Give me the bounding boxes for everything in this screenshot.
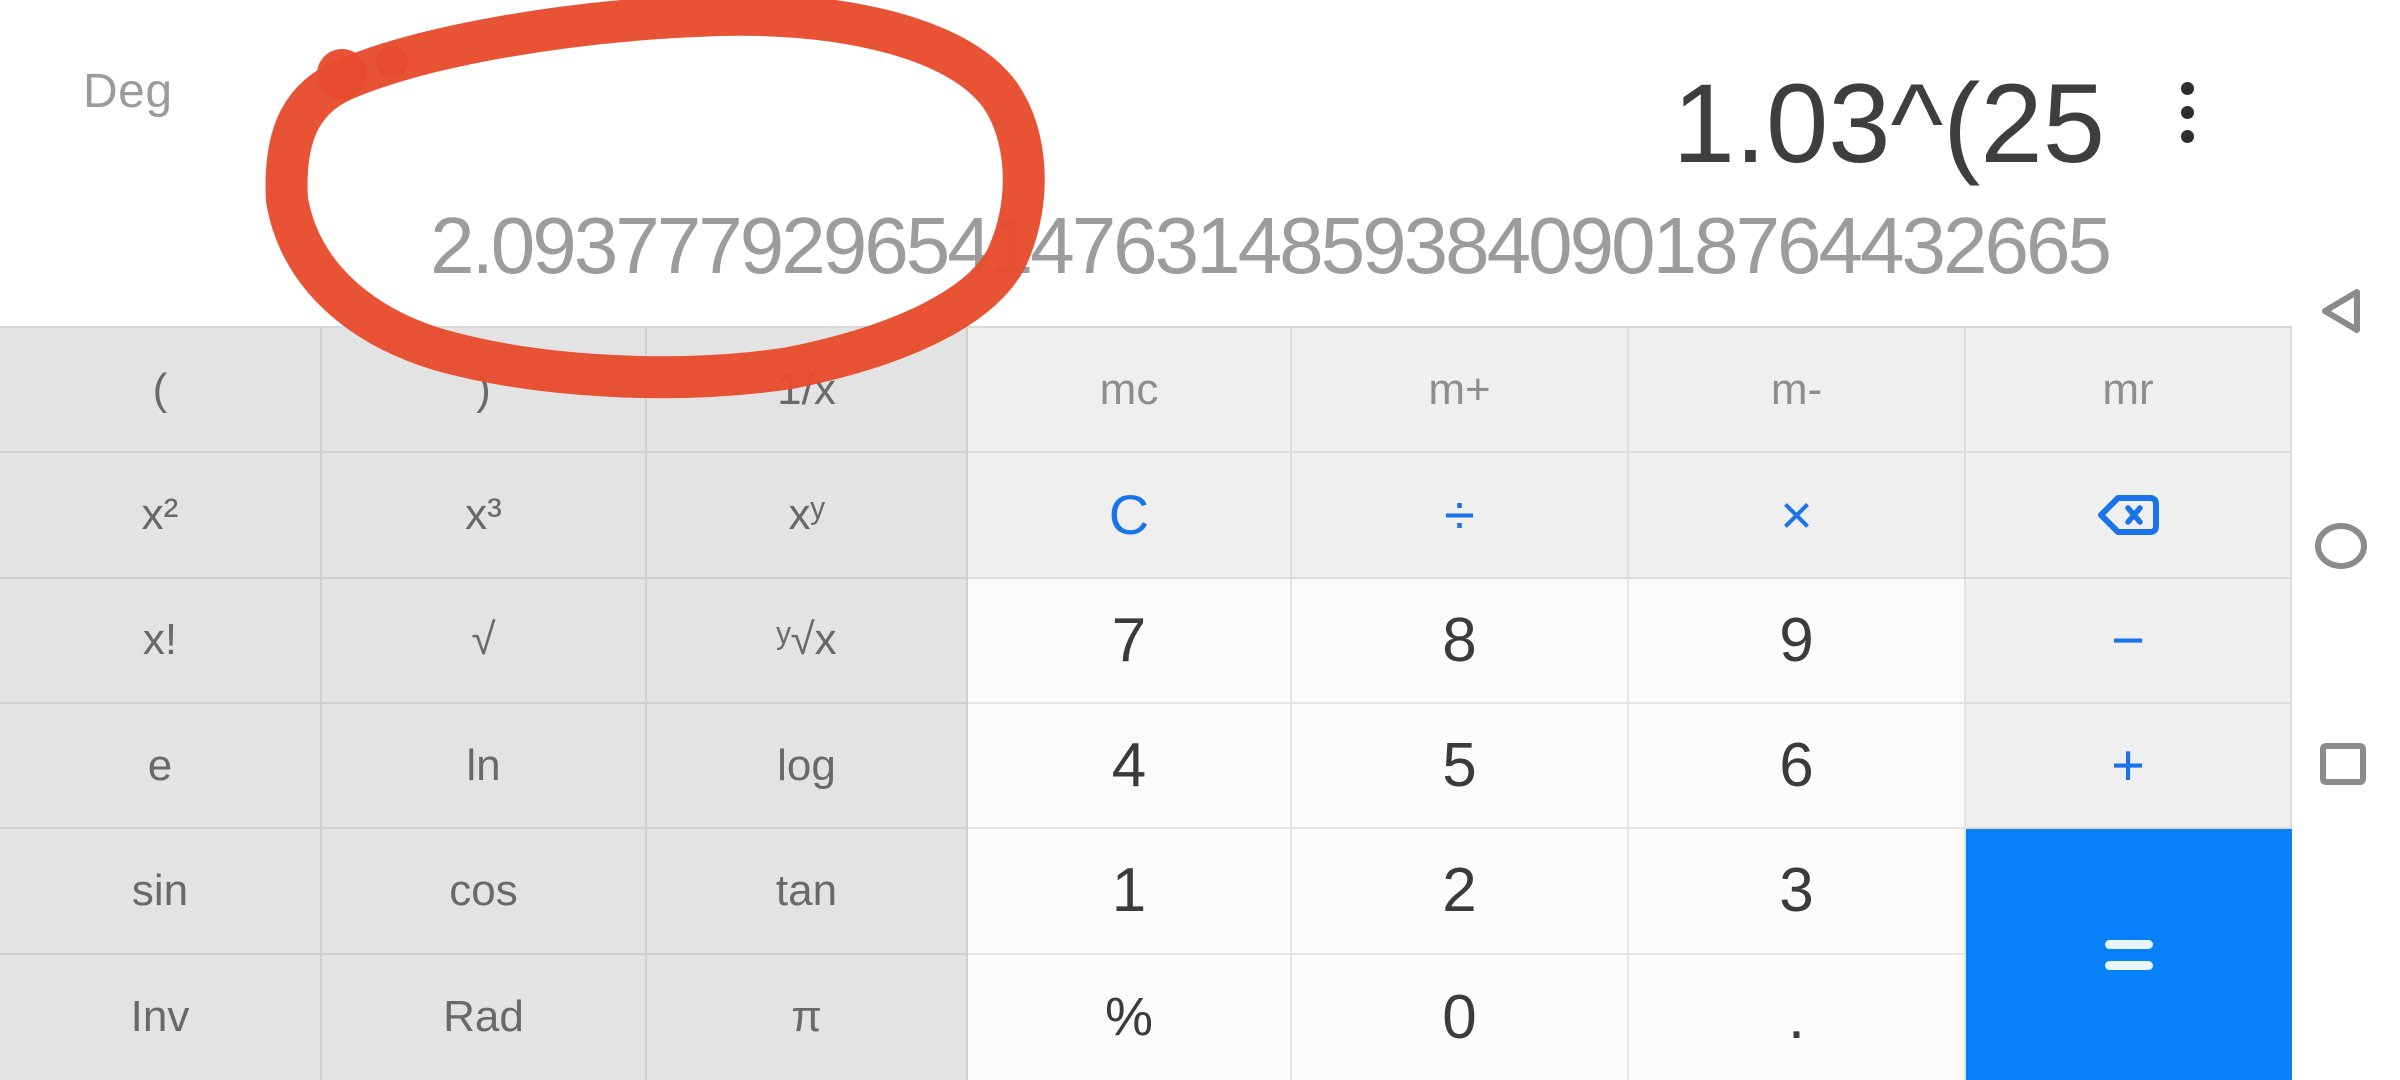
backspace-icon [2098,494,2159,535]
nav-home-button[interactable] [2314,522,2368,575]
key-tan[interactable]: tan [647,829,968,955]
key-rad[interactable]: Rad [322,954,647,1080]
key-sin[interactable]: sin [0,829,322,955]
key-9[interactable]: 9 [1629,578,1966,704]
key-e[interactable]: e [0,704,322,830]
key-open-paren[interactable]: ( [0,328,322,454]
key-reciprocal[interactable]: 1/x [647,328,968,454]
key-divide[interactable]: ÷ [1292,453,1629,579]
key-8[interactable]: 8 [1292,578,1629,704]
key-minus[interactable]: − [1966,578,2292,704]
key-equals[interactable] [1966,829,2292,1080]
key-4[interactable]: 4 [968,704,1292,830]
key-ln[interactable]: ln [322,704,647,830]
expression-display[interactable]: 1.03^(25 [1672,61,2105,186]
key-pi[interactable]: π [647,954,968,1080]
more-options-button[interactable] [2180,82,2194,143]
key-cos[interactable]: cos [322,829,647,955]
nav-recents-button[interactable] [2318,742,2368,791]
key-y-root[interactable]: ʸ√x [647,578,968,704]
equals-icon [2105,939,2153,949]
key-2[interactable]: 2 [1292,829,1629,955]
key-close-paren[interactable]: ) [322,328,647,454]
key-3[interactable]: 3 [1629,829,1966,955]
kebab-menu-icon [2180,82,2194,95]
key-square[interactable]: x² [0,453,322,579]
key-memory-recall[interactable]: mr [1966,328,2292,454]
key-memory-plus[interactable]: m+ [1292,328,1629,454]
key-7[interactable]: 7 [968,578,1292,704]
key-multiply[interactable]: × [1629,453,1966,579]
key-memory-clear[interactable]: mc [968,328,1292,454]
key-log[interactable]: log [647,704,968,830]
key-0[interactable]: 0 [1292,954,1629,1080]
key-backspace[interactable] [1966,453,2292,579]
key-inv[interactable]: Inv [0,954,322,1080]
key-plus[interactable]: + [1966,704,2292,830]
kebab-menu-icon [2180,106,2194,119]
angle-mode-indicator: Deg [83,65,173,118]
key-percent[interactable]: % [968,954,1292,1080]
nav-back-button[interactable] [2316,285,2366,342]
key-1[interactable]: 1 [968,829,1292,955]
key-decimal[interactable]: . [1629,954,1966,1080]
key-power[interactable]: xʸ [647,453,968,579]
home-circle-icon [2315,523,2367,569]
key-memory-minus[interactable]: m- [1629,328,1966,454]
calculator-keypad: ( ) 1/x mc m+ m- mr x² x³ xʸ C ÷ × x! √ … [0,326,2292,1080]
equals-icon [2105,960,2153,970]
recents-square-icon [2320,743,2366,785]
result-display: 2.09377792965414763148593840901876443266… [430,201,2112,290]
key-clear[interactable]: C [968,453,1292,579]
kebab-menu-icon [2180,130,2194,143]
key-6[interactable]: 6 [1629,704,1966,830]
key-square-root[interactable]: √ [322,578,647,704]
key-5[interactable]: 5 [1292,704,1629,830]
back-triangle-icon [2322,289,2360,333]
key-cube[interactable]: x³ [322,453,647,579]
key-factorial[interactable]: x! [0,578,322,704]
